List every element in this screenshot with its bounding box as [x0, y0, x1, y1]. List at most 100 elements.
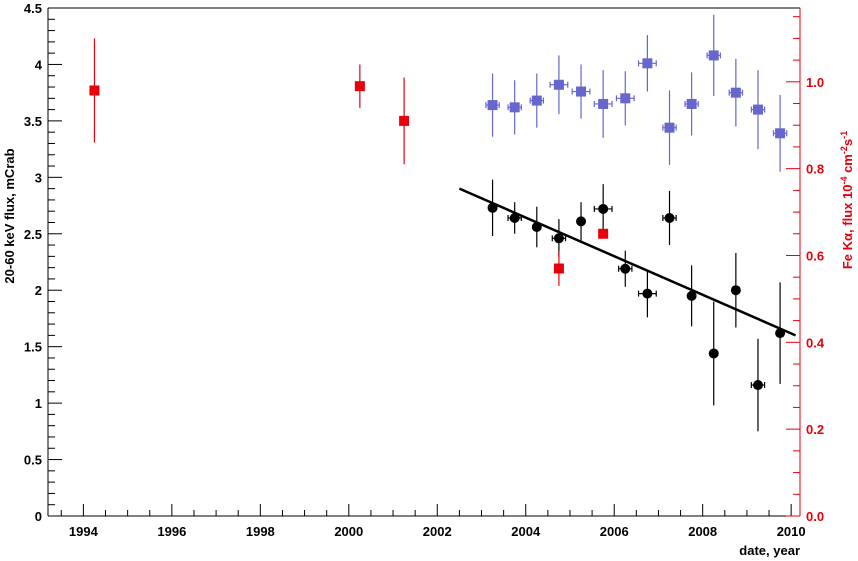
y-tick-label: 1 — [35, 396, 42, 411]
data-point-circle — [487, 179, 498, 237]
x-tick-label: 2002 — [423, 524, 452, 539]
y-axis-title: 20-60 keV flux, mCrab — [2, 148, 17, 283]
data-point-circle — [775, 282, 786, 384]
marker-square — [509, 102, 520, 113]
y-tick-label: 4.5 — [24, 1, 42, 16]
x-tick-label: 2008 — [688, 524, 717, 539]
marker-square — [89, 85, 100, 96]
y-right-tick-label: 0.0 — [806, 509, 824, 524]
marker-circle — [531, 222, 542, 233]
x-tick-label: 2010 — [777, 524, 806, 539]
data-point-circle — [662, 190, 677, 246]
y-right-tick-label: 0.6 — [806, 248, 824, 263]
marker-square — [664, 122, 675, 133]
data-point-circle — [730, 252, 741, 328]
marker-circle — [553, 233, 564, 244]
marker-square — [620, 93, 631, 104]
y-axis-right-title-s: s — [840, 139, 855, 146]
y-axis-right-title: Fe Kα, flux 10-4 cm-2s-1 — [839, 131, 855, 269]
y-tick-label: 3.5 — [24, 114, 42, 129]
marker-circle — [487, 202, 498, 213]
data-point-square — [89, 38, 100, 143]
data-point-circle — [637, 269, 657, 318]
data-point-square — [684, 72, 699, 136]
data-point-square — [549, 55, 569, 115]
x-tick-label: 1994 — [69, 524, 99, 539]
trend-line-layer — [458, 187, 797, 337]
trend-line — [458, 187, 797, 337]
marker-circle — [664, 212, 675, 223]
y-right-tick-label: 0.4 — [806, 335, 825, 350]
marker-square — [775, 128, 786, 139]
data-point-square — [571, 64, 591, 119]
data-point-square — [529, 73, 545, 128]
y-right-tick-label: 0.2 — [806, 422, 824, 437]
data-point-circle — [708, 301, 719, 406]
data-point-square — [507, 80, 522, 135]
data-point-circle — [618, 250, 633, 287]
data-point-square — [553, 251, 564, 286]
data-point-circle — [576, 202, 587, 241]
marker-square — [598, 228, 609, 239]
marker-circle — [752, 380, 763, 391]
data-point-circle — [686, 265, 697, 327]
marker-square — [576, 86, 587, 97]
marker-square — [708, 50, 719, 61]
data-point-square — [728, 58, 744, 127]
tick-labels: 1994 1996 1998 2000 2002 2004 2006 2008 2010 0 0.5… — [24, 1, 825, 539]
exp-minus-4: -4 — [839, 177, 849, 185]
exp-minus-2: -2 — [839, 146, 849, 154]
data-point-square — [399, 77, 410, 165]
marker-square — [531, 95, 542, 106]
data-point-circle — [750, 338, 766, 432]
x-tick-label: 2006 — [600, 524, 629, 539]
data-point-square — [637, 35, 657, 92]
x-tick-label: 2004 — [511, 524, 541, 539]
y-tick-label: 2.5 — [24, 227, 42, 242]
data-point-square — [772, 94, 788, 172]
y-tick-label: 1.5 — [24, 340, 42, 355]
marker-circle — [620, 263, 631, 274]
marker-circle — [775, 328, 786, 339]
y-tick-label: 2 — [35, 283, 42, 298]
marker-square — [399, 115, 410, 126]
exp-minus-1: -1 — [839, 131, 849, 139]
y-axis-right-title-units: cm — [840, 154, 855, 176]
marker-square — [642, 58, 653, 69]
data-point-circle — [593, 184, 613, 234]
data-point-circle — [507, 202, 522, 234]
data-point-square — [485, 73, 500, 137]
data-point-circle — [551, 219, 567, 258]
marker-circle — [730, 285, 741, 296]
marker-circle — [509, 212, 520, 223]
data-point-circle — [531, 206, 542, 248]
y-right-tick-label: 0.8 — [806, 162, 824, 177]
data-point-square — [593, 70, 613, 138]
data-point-square — [598, 228, 609, 239]
data-point-square — [662, 90, 677, 165]
marker-circle — [642, 288, 653, 299]
data-point-square — [354, 64, 365, 108]
y-axis-right-title-prefix: Fe K — [840, 240, 855, 269]
marker-square — [598, 98, 609, 109]
y-tick-label: 0 — [35, 509, 42, 524]
marker-square — [553, 263, 564, 274]
marker-square — [730, 87, 741, 98]
marker-square — [553, 79, 564, 90]
y-axis-right-title-flux: , flux 10 — [840, 185, 855, 233]
data-point-square — [706, 14, 721, 97]
marker-circle — [576, 216, 587, 227]
data-point-square — [750, 70, 766, 150]
data-marks — [89, 14, 788, 432]
y-tick-label: 3 — [35, 170, 42, 185]
x-axis-title: date, year — [739, 543, 800, 558]
data-point-square — [615, 71, 635, 126]
marker-square — [686, 98, 697, 109]
marker-square — [354, 81, 365, 92]
marker-square — [487, 100, 498, 111]
y-tick-label: 4 — [35, 57, 43, 72]
marker-circle — [708, 348, 719, 359]
x-tick-label: 1996 — [157, 524, 186, 539]
alpha-symbol: α — [840, 233, 855, 241]
